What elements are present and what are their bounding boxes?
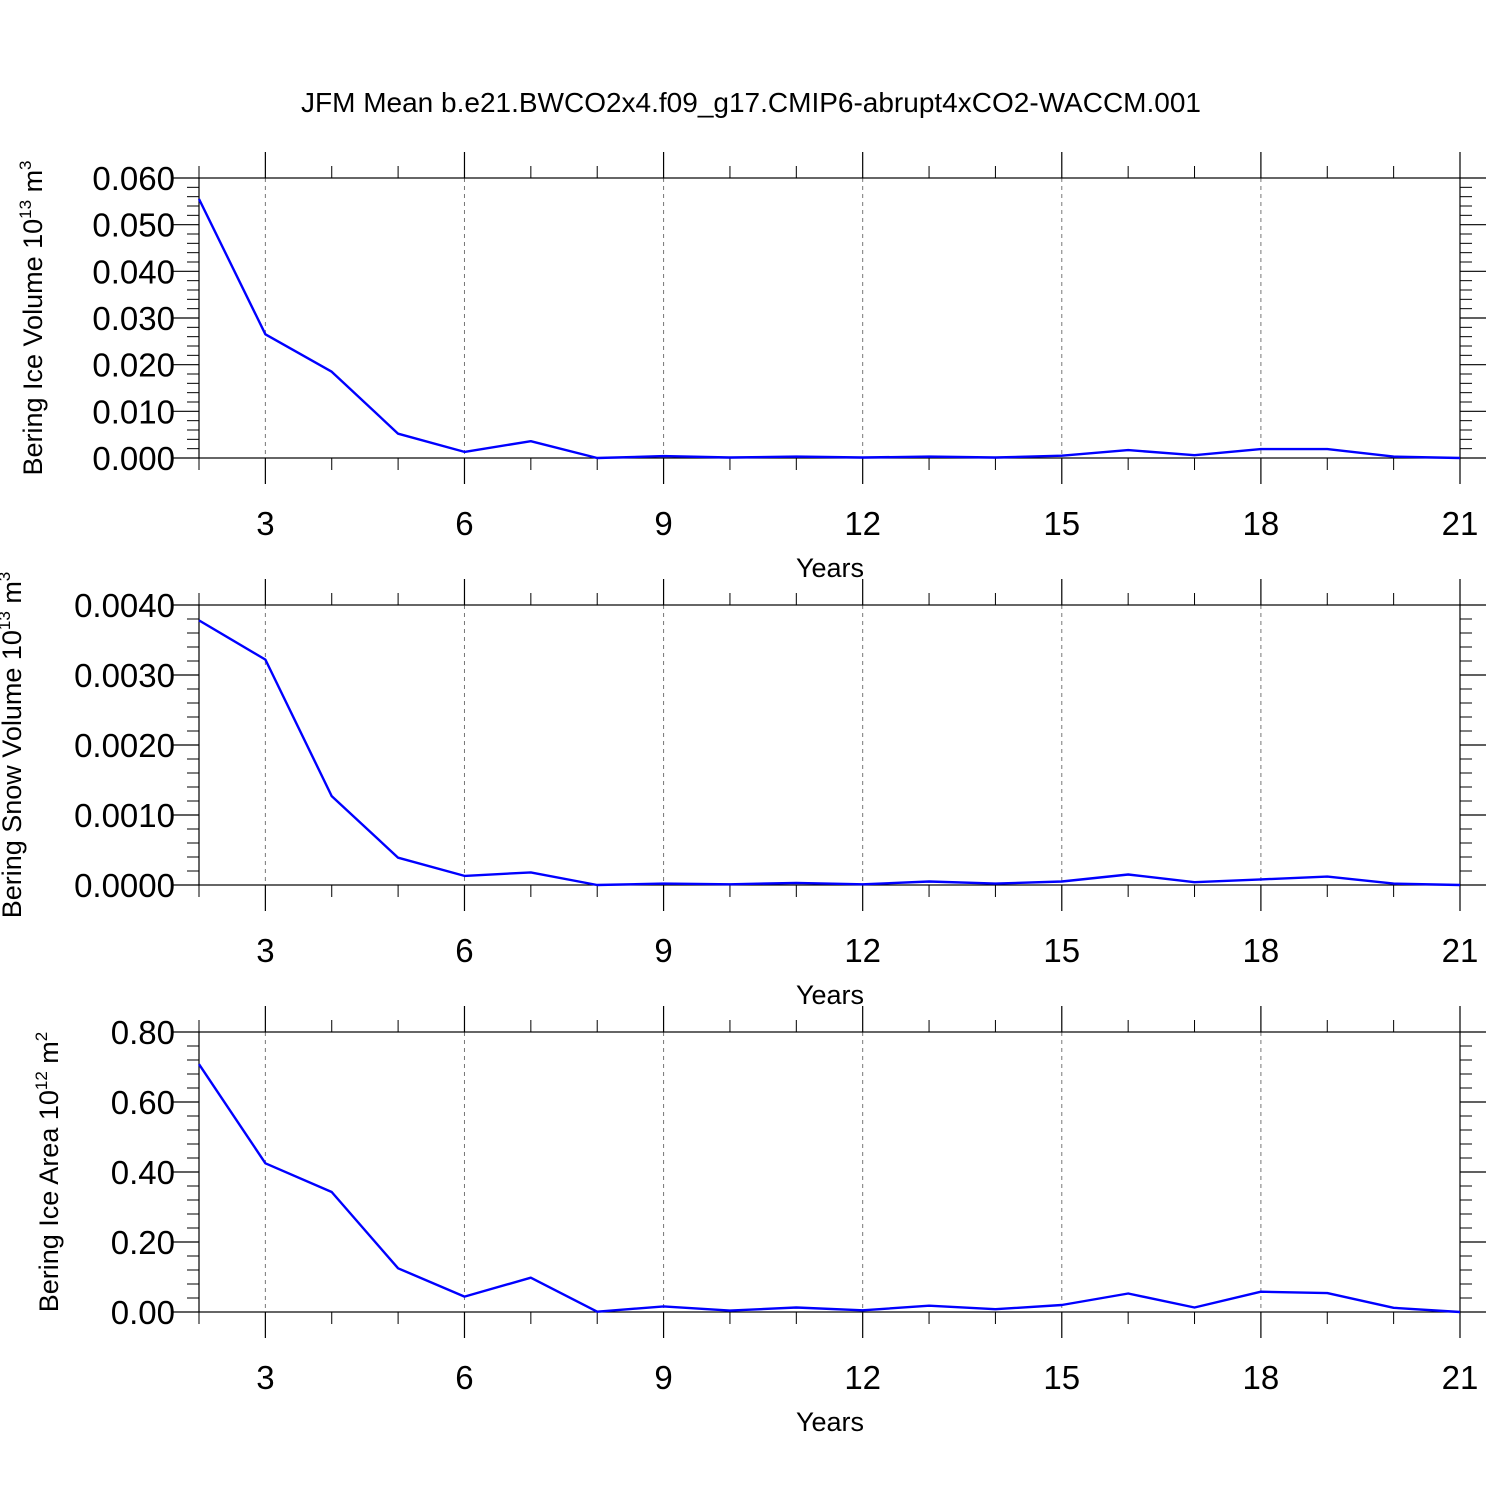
x-tick-label: 21: [1442, 1359, 1479, 1396]
y-axis-title-text: Bering Ice Area 10: [34, 1090, 64, 1312]
y-axis-title: Bering Ice Area 1012 m2: [32, 1032, 64, 1313]
x-tick-label: 18: [1243, 1359, 1280, 1396]
series-line-1: [198, 1063, 1461, 1314]
y-axis-title-text: m: [18, 170, 48, 200]
x-tick-label: 6: [455, 1359, 473, 1396]
y-tick-label: 0.030: [92, 300, 175, 337]
panel-3: 0.00 0.20 0.40 0.60 0.80 3 6 9 12 15 18 21 Years Beri…: [32, 1006, 1486, 1437]
y-tick-label: 0.0010: [74, 797, 175, 834]
x-tick-label: 12: [844, 505, 881, 542]
panels: 0.000 0.010 0.020 0.030 0.040 0.050 0.060 3 6 9 12…: [0, 152, 1486, 1437]
y-tick-label: 0.80: [111, 1014, 175, 1051]
y-axis-title-superscript: 3: [16, 160, 35, 169]
x-tick-label: 18: [1243, 932, 1280, 969]
x-tick-label: 3: [256, 1359, 274, 1396]
y-axis-title-text: m: [34, 1041, 64, 1071]
y-axis-title-superscript: 2: [32, 1032, 51, 1041]
y-tick-label: 0.20: [111, 1224, 175, 1261]
y-tick-label: 0.060: [92, 160, 175, 197]
x-axis-title: Years: [796, 553, 864, 583]
y-axis-title-superscript: 13: [16, 200, 35, 219]
x-tick-label: 15: [1043, 1359, 1080, 1396]
x-tick-label: 21: [1442, 932, 1479, 969]
plot-frame: [198, 604, 1461, 886]
x-tick-label: 12: [844, 932, 881, 969]
figure-title: JFM Mean b.e21.BWCO2x4.f09_g17.CMIP6-abr…: [301, 87, 1201, 118]
x-tick-label: 3: [256, 505, 274, 542]
series-line-1: [197, 198, 1461, 460]
y-tick-label: 0.0030: [74, 657, 175, 694]
y-tick-label: 0.00: [111, 1294, 175, 1331]
x-tick-label: 3: [256, 932, 274, 969]
y-tick-label: 0.0040: [74, 587, 175, 624]
x-tick-label: 21: [1442, 505, 1479, 542]
y-axis-title-superscript: 12: [32, 1071, 51, 1090]
x-tick-label: 6: [455, 505, 473, 542]
y-axis-title-text: Bering Ice Volume 10: [18, 219, 48, 476]
y-axis-title-text: m: [0, 581, 27, 611]
plot-frame: [198, 1031, 1461, 1313]
y-tick-label: 0.0020: [74, 727, 175, 764]
x-tick-label: 15: [1043, 932, 1080, 969]
y-axis-title-text: Bering Snow Volume 10: [0, 630, 27, 918]
x-tick-label: 9: [654, 505, 672, 542]
x-axis-title: Years: [796, 1407, 864, 1437]
series-line-1: [198, 619, 1461, 887]
x-tick-label: 6: [455, 932, 473, 969]
y-axis-title-superscript: 13: [0, 611, 14, 630]
x-tick-label: 18: [1243, 505, 1280, 542]
x-tick-label: 12: [844, 1359, 881, 1396]
x-tick-label: 9: [654, 1359, 672, 1396]
y-tick-label: 0.010: [92, 393, 175, 430]
y-tick-label: 0.050: [92, 207, 175, 244]
panel-1: 0.000 0.010 0.020 0.030 0.040 0.050 0.060 3 6 9 12…: [16, 152, 1486, 583]
y-tick-label: 0.040: [92, 253, 175, 290]
y-axis-title: Bering Ice Volume 1013 m3: [16, 160, 48, 475]
y-tick-label: 0.40: [111, 1154, 175, 1191]
y-axis-title-superscript: 3: [0, 572, 14, 581]
panel-2: 0.0000 0.0010 0.0020 0.0030 0.0040 3 6 9 12 15 18 2…: [0, 572, 1486, 1010]
y-tick-label: 0.60: [111, 1084, 175, 1121]
y-tick-label: 0.000: [92, 440, 175, 477]
y-tick-label: 0.020: [92, 347, 175, 384]
x-axis-title: Years: [796, 980, 864, 1010]
y-tick-label: 0.0000: [74, 867, 175, 904]
x-tick-label: 15: [1043, 505, 1080, 542]
y-axis-title: Bering Snow Volume 1013 m3: [0, 572, 27, 919]
x-tick-label: 9: [654, 932, 672, 969]
